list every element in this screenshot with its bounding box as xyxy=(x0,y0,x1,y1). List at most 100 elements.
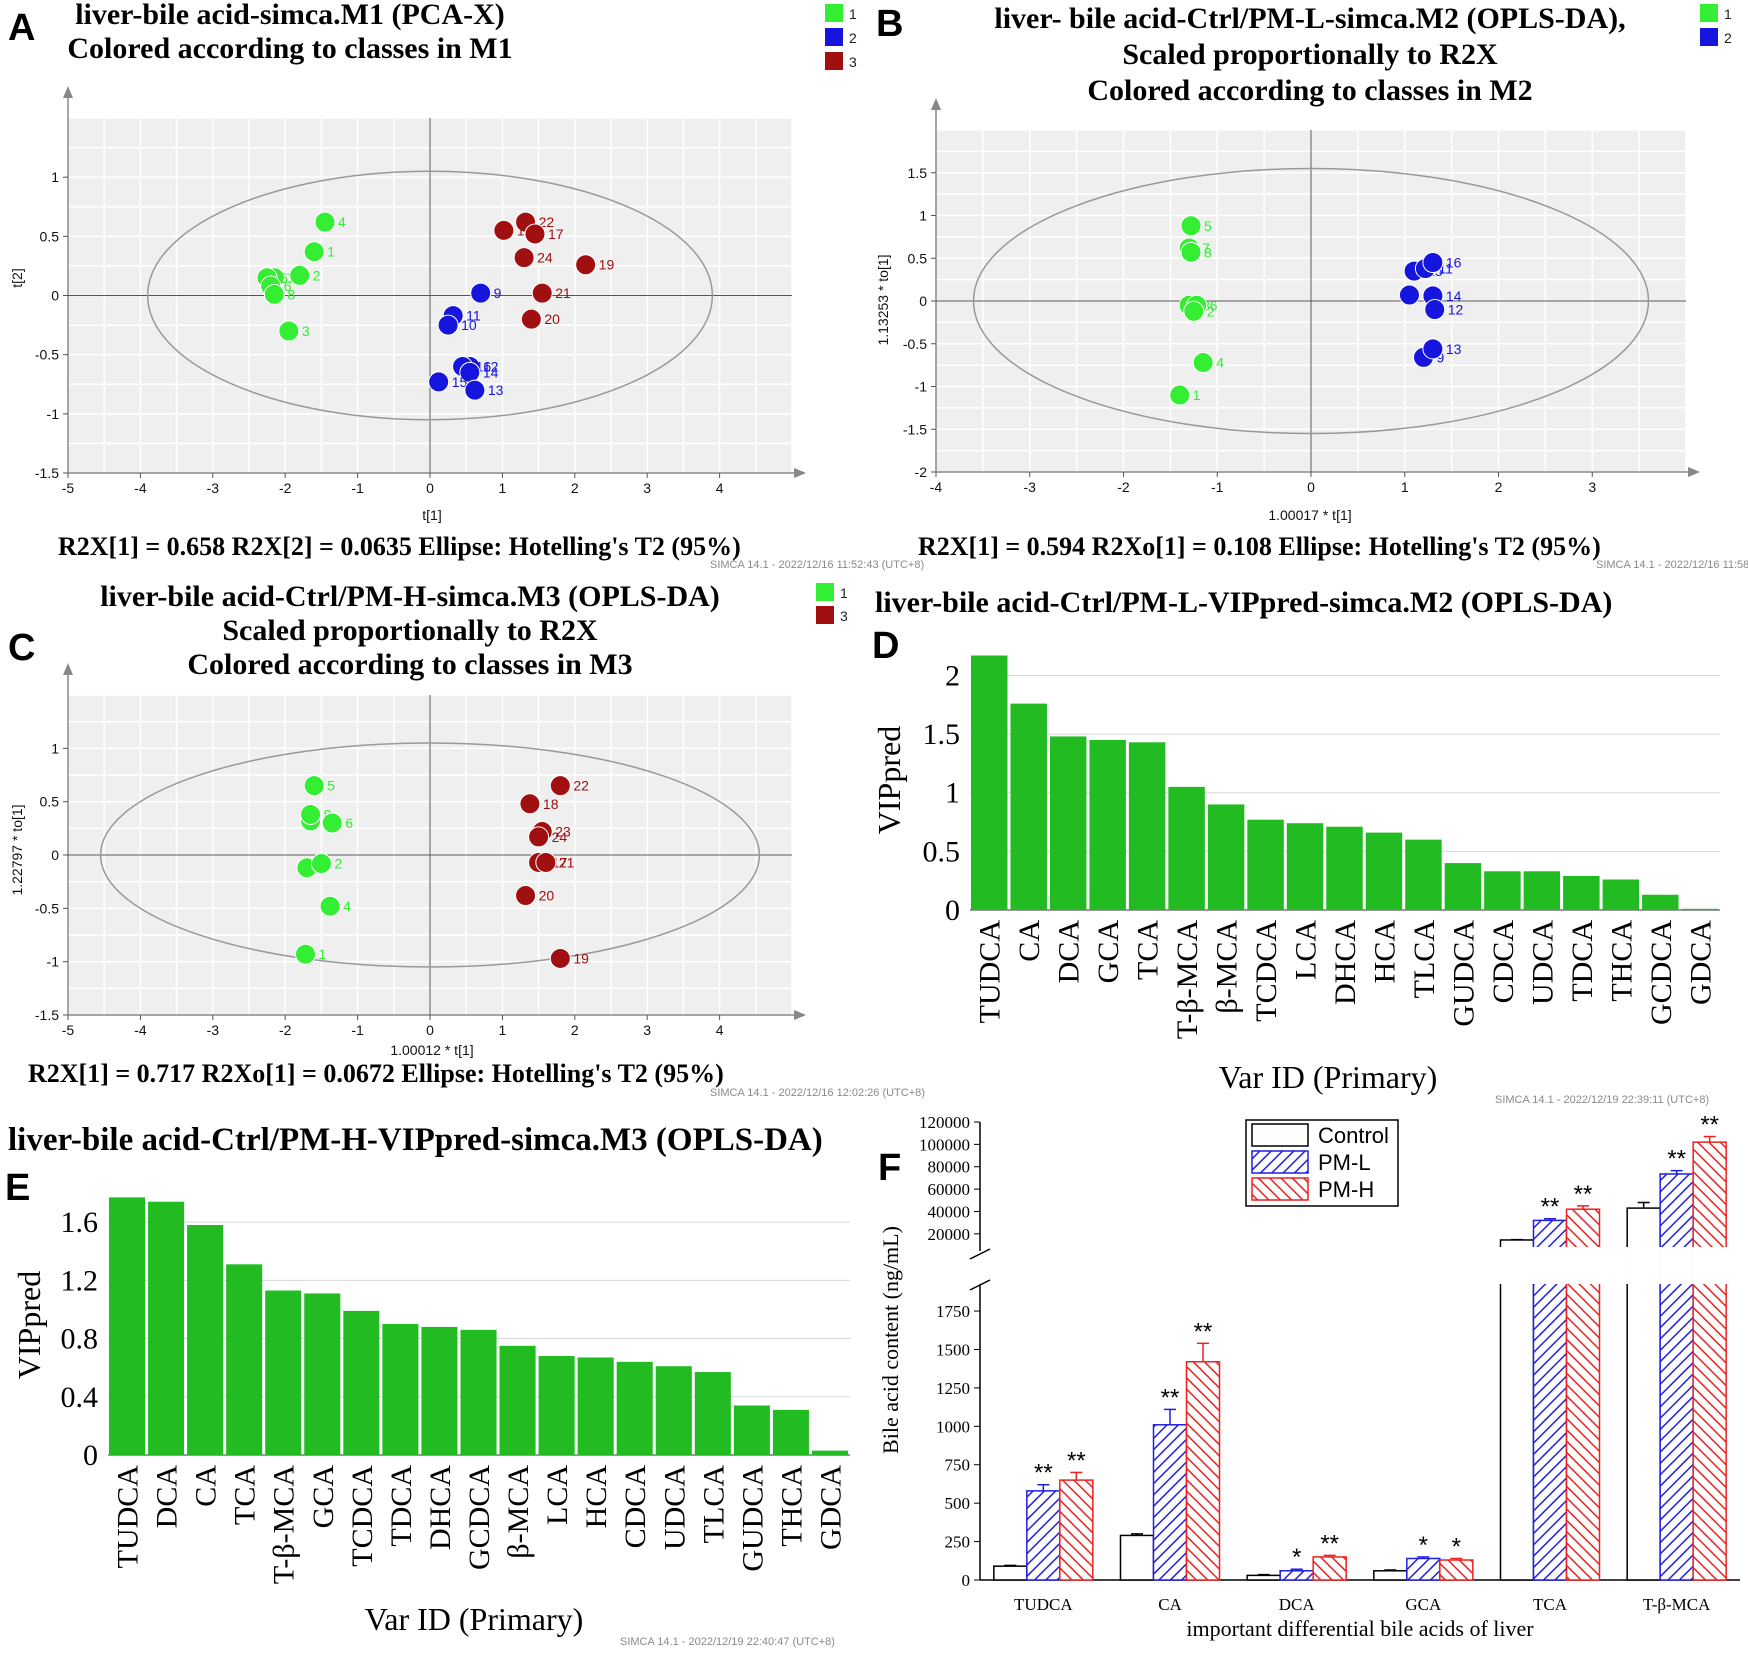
x-tick-label: 4 xyxy=(716,1022,724,1038)
y-tick-label: 1750 xyxy=(936,1302,970,1321)
vip-bar xyxy=(1602,879,1640,910)
legend-label: 2 xyxy=(849,30,857,46)
x-tick-label: -2 xyxy=(279,1022,292,1038)
axis-break-gap xyxy=(1692,1247,1728,1284)
y-tick-label: -1 xyxy=(47,954,60,970)
vip-bar xyxy=(772,1409,809,1455)
y-tick-label: 0.5 xyxy=(923,835,961,868)
content-bar xyxy=(1026,1490,1061,1581)
hotelling-ellipse xyxy=(972,167,1650,435)
x-tick-label: -3 xyxy=(207,1022,220,1038)
x-tick-label: UDCA xyxy=(1526,920,1559,1005)
x-tick-label: DHCA xyxy=(1329,920,1362,1005)
chart-title: liver-bile acid-Ctrl/PM-L-VIPpred-simca.… xyxy=(875,586,1612,619)
x-tick-label: 2 xyxy=(571,1022,579,1038)
point-label: 14 xyxy=(1446,288,1462,304)
chart-title: liver-bile acid-Ctrl/PM-H-simca.M3 (OPLS… xyxy=(100,580,720,613)
data-point xyxy=(515,885,537,907)
point-label: 8 xyxy=(287,286,295,302)
y-tick-label: 250 xyxy=(945,1533,971,1552)
legend-label: 3 xyxy=(849,54,857,70)
data-point xyxy=(428,371,450,393)
point-label: 20 xyxy=(544,311,560,327)
vip-bar xyxy=(382,1324,419,1455)
data-point xyxy=(437,314,459,336)
point-label: 1 xyxy=(318,946,326,962)
x-tick-label: DCA xyxy=(1053,920,1086,984)
x-tick-label: -1 xyxy=(351,480,364,496)
x-axis-label: important differential bile acids of liv… xyxy=(1186,1616,1534,1641)
x-tick-label: T-β-MCA xyxy=(268,1465,301,1585)
y-tick-label: 0 xyxy=(962,1571,971,1590)
vip-bar xyxy=(343,1310,380,1455)
x-tick-label: 1 xyxy=(1401,479,1409,495)
x-tick-label: -5 xyxy=(62,480,75,496)
vip-bar xyxy=(499,1345,536,1455)
chart-title: Colored according to classes in M2 xyxy=(1087,74,1532,107)
data-point xyxy=(1180,215,1202,237)
y-tick-label: 0.5 xyxy=(40,228,60,244)
x-tick-label: T-β-MCA xyxy=(1171,920,1204,1040)
y-tick-label: -1.5 xyxy=(35,1007,59,1023)
legend-label: 3 xyxy=(840,608,848,624)
vip-bar xyxy=(1207,804,1245,910)
x-tick-label: -5 xyxy=(62,1022,75,1038)
y-tick-label: 1500 xyxy=(936,1340,970,1359)
model-summary: R2X[1] = 0.717 R2Xo[1] = 0.0672 Ellipse:… xyxy=(28,1059,724,1088)
vip-bar xyxy=(1405,839,1442,910)
data-point xyxy=(531,282,553,304)
simca-stamp: SIMCA 14.1 - 2022/12/19 22:40:47 (UTC+8) xyxy=(620,1636,835,1648)
x-tick-label: UDCA xyxy=(658,1465,691,1550)
point-label: 14 xyxy=(483,364,499,380)
content-bar xyxy=(1406,1557,1441,1581)
vip-bar xyxy=(1484,871,1521,910)
x-tick-label: T-β-MCA xyxy=(1643,1595,1711,1614)
content-bar xyxy=(1279,1570,1314,1581)
legend-label: 2 xyxy=(1724,30,1732,46)
y-tick-label: 1 xyxy=(51,169,59,185)
y-axis-label: 1.22797 * to[1] xyxy=(9,804,25,895)
x-axis-arrow xyxy=(1688,467,1700,477)
y-axis-arrow xyxy=(931,98,941,110)
significance-mark: ** xyxy=(1194,1318,1213,1345)
x-axis-label: 1.00012 * t[1] xyxy=(390,1042,473,1058)
point-label: 1 xyxy=(1193,387,1201,403)
content-bar xyxy=(1499,1239,1535,1581)
x-tick-label: GCDCA xyxy=(463,1465,496,1570)
chart-title: liver-bile acid-simca.M1 (PCA-X) xyxy=(75,0,505,31)
y-tick-label: 0 xyxy=(919,293,927,309)
chart-title: liver-bile acid-Ctrl/PM-H-VIPpred-simca.… xyxy=(8,1122,823,1158)
point-label: 2 xyxy=(313,267,321,283)
model-summary: R2X[1] = 0.658 R2X[2] = 0.0635 Ellipse: … xyxy=(58,532,741,561)
point-label: 4 xyxy=(338,214,346,230)
data-point xyxy=(303,775,325,797)
y-tick-label: 0 xyxy=(945,894,960,927)
point-label: 24 xyxy=(537,250,553,266)
axis-break-gap xyxy=(1532,1247,1568,1284)
x-tick-label: 0 xyxy=(426,1022,434,1038)
vip-bar xyxy=(811,1450,848,1455)
y-axis-label: VIPpred xyxy=(11,1271,47,1379)
x-tick-label: DCA xyxy=(151,1465,184,1529)
y-tick-label: 0 xyxy=(83,1439,98,1472)
x-tick-label: 3 xyxy=(1588,479,1596,495)
y-tick-label: 1000 xyxy=(936,1417,970,1436)
x-tick-label: HCA xyxy=(1368,920,1401,984)
point-label: 6 xyxy=(1210,297,1218,313)
vip-bar xyxy=(421,1326,458,1455)
point-label: 13 xyxy=(1446,341,1462,357)
legend-swatch xyxy=(1251,1150,1309,1174)
x-tick-label: HCA xyxy=(580,1465,613,1529)
x-axis-label: t[1] xyxy=(422,507,441,523)
content-bar xyxy=(1119,1534,1155,1581)
x-tick-label: THCA xyxy=(1605,920,1638,1002)
legend-swatch xyxy=(1700,28,1718,46)
panel-letter: E xyxy=(5,1167,30,1209)
simca-stamp: SIMCA 14.1 - 2022/12/16 11:52:43 (UTC+8) xyxy=(710,559,924,571)
content-bar xyxy=(1373,1570,1408,1581)
significance-mark: ** xyxy=(1161,1384,1180,1411)
data-point xyxy=(314,211,336,233)
x-tick-label: 1 xyxy=(499,1022,507,1038)
x-tick-label: LCA xyxy=(541,1465,574,1525)
